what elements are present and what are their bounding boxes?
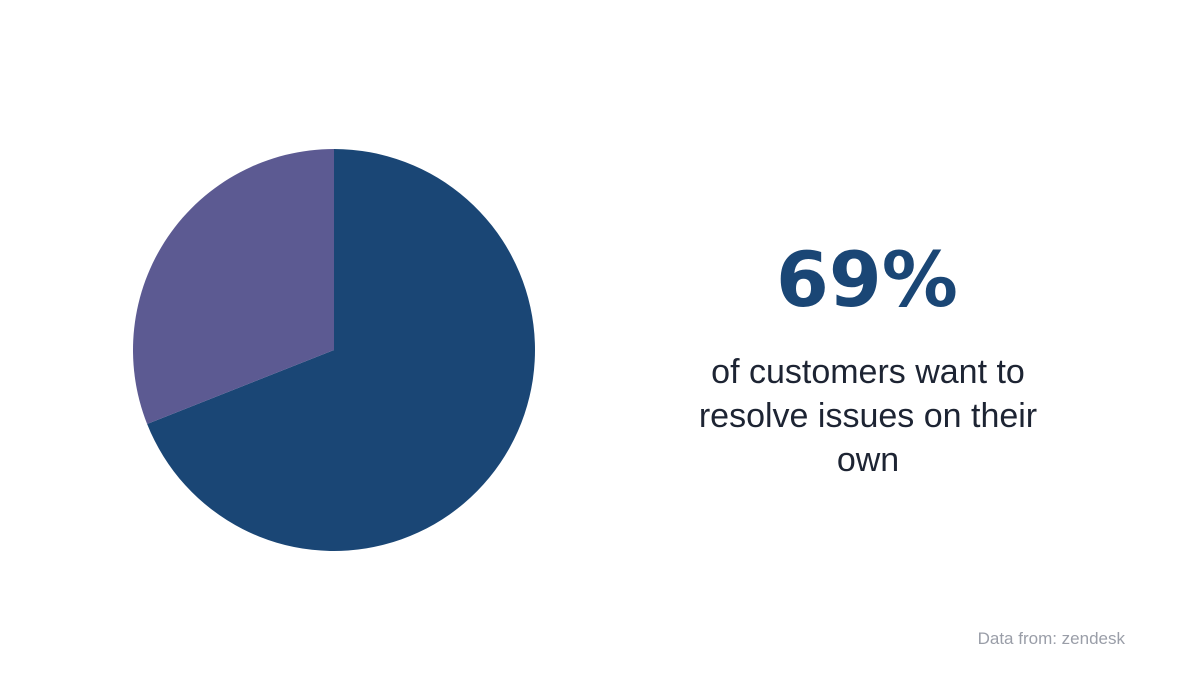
pie-slice <box>132 149 334 424</box>
source-note: Data from: zendesk <box>977 629 1125 648</box>
pie-slice <box>147 149 535 551</box>
caption: of customers want to resolve issues on t… <box>698 353 1038 479</box>
pie-chart <box>132 149 535 551</box>
headline-stat: 69% <box>776 235 958 324</box>
